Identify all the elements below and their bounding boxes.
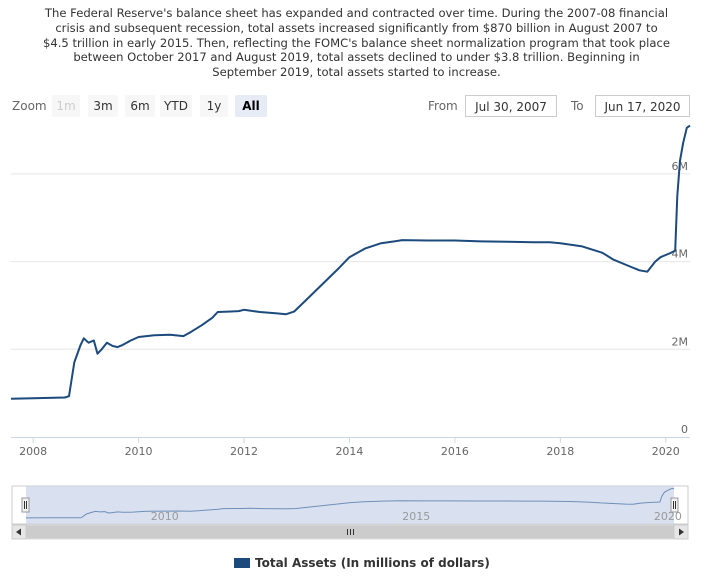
grip-lines-icon [347,529,354,535]
x-tick-label: 2014 [335,445,363,458]
x-tick-label: 2012 [230,445,258,458]
legend-swatch [234,558,250,568]
zoom-3m-button[interactable]: 3m [88,95,118,117]
y-tick-label: 2M [672,335,689,348]
navigator-left-handle[interactable] [21,497,30,513]
scrollbar[interactable] [11,524,689,540]
triangle-left-icon [16,528,21,536]
total-assets-series-line [10,124,691,400]
to-label: To [571,99,584,113]
y-tick-label: 4M [672,248,689,261]
description-line: $4.5 trillion in early 2015. Then, refle… [42,35,670,50]
zoom-label: Zoom [12,99,47,113]
navigator-series-line [25,488,675,519]
zoom-6m-button[interactable]: 6m [125,95,155,117]
zoom-ytd-button[interactable]: YTD [160,95,192,117]
x-tick-label: 2008 [19,445,47,458]
navigator-grid [147,486,652,524]
x-axis-ticks [32,437,667,443]
from-label: From [428,99,458,113]
description-line: between October 2017 and August 2019, to… [73,50,640,65]
chart-description: The Federal Reserve's balance sheet has … [8,6,705,80]
navigator-tick-label: 2010 [151,510,179,523]
zoom-1m-button[interactable]: 1m [52,95,80,117]
navigator-right-handle[interactable] [670,497,679,513]
navigator-selected-range[interactable] [26,486,674,524]
legend-label: Total Assets (In millions of dollars) [255,556,490,570]
to-date-input[interactable]: Jun 17, 2020 [595,95,690,117]
grid-lines [11,173,690,438]
x-axis-labels: 2008 2010 2012 2014 2016 2018 2020 [19,445,680,458]
zoom-all-button[interactable]: All [235,95,267,117]
zoom-1y-button[interactable]: 1y [200,95,228,117]
description-line: crisis and subsequent recession, total a… [55,20,658,35]
description-line: The Federal Reserve's balance sheet has … [44,6,669,20]
navigator-tick-label: 2020 [654,510,682,523]
y-tick-label: 0 [681,423,688,436]
navigator[interactable]: 2010 2015 2020 [11,485,689,525]
x-tick-label: 2010 [125,445,153,458]
description-line: September 2019, total assets started to … [212,65,501,80]
x-tick-label: 2020 [652,445,680,458]
triangle-right-icon [679,528,684,536]
chart-legend[interactable]: Total Assets (In millions of dollars) [234,556,490,570]
navigator-tick-label: 2015 [402,510,430,523]
x-tick-label: 2016 [441,445,469,458]
x-tick-label: 2018 [546,445,574,458]
navigator-labels: 2010 2015 2020 [151,510,682,523]
from-date-input[interactable]: Jul 30, 2007 [465,95,557,117]
